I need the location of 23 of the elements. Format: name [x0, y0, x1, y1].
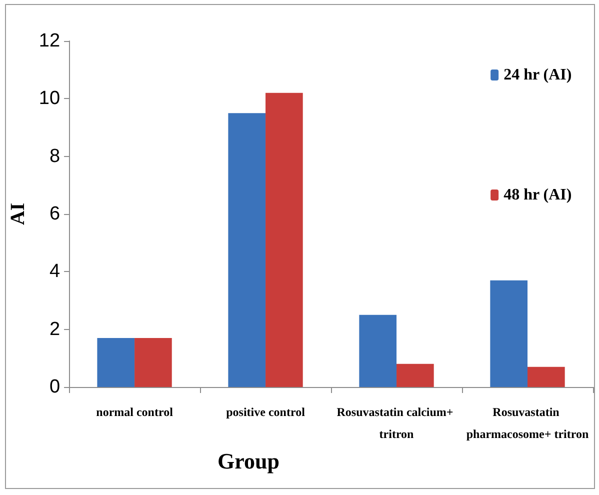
bar: [528, 366, 565, 387]
bar: [228, 113, 266, 387]
x-tick-label: positive control: [226, 405, 306, 419]
y-tick-label: 0: [49, 376, 60, 398]
x-tick-label: normal control: [96, 405, 174, 419]
legend-label: 24 hr (AI): [504, 66, 572, 84]
x-tick-label: Rosuvastatin pharmacosome+ tritron: [466, 405, 589, 441]
bar: [359, 314, 397, 387]
y-tick-label: 8: [49, 146, 60, 167]
y-tick-label: 6: [49, 204, 60, 224]
bar: [490, 280, 528, 387]
bar: [396, 364, 434, 387]
legend-label: 48 hr (AI): [504, 186, 572, 204]
y-axis-title: AI: [7, 202, 29, 226]
bar: [97, 338, 135, 387]
y-tick-label: 2: [49, 318, 60, 340]
y-tick-label: 4: [49, 261, 60, 282]
x-tick-label: Rosuvastatin calcium+ tritron: [336, 405, 456, 441]
bar: [134, 338, 172, 387]
y-tick-label: 10: [38, 88, 60, 110]
x-axis-title: Group: [218, 448, 280, 474]
y-tick-label: 12: [38, 30, 60, 52]
bar: [266, 92, 303, 387]
